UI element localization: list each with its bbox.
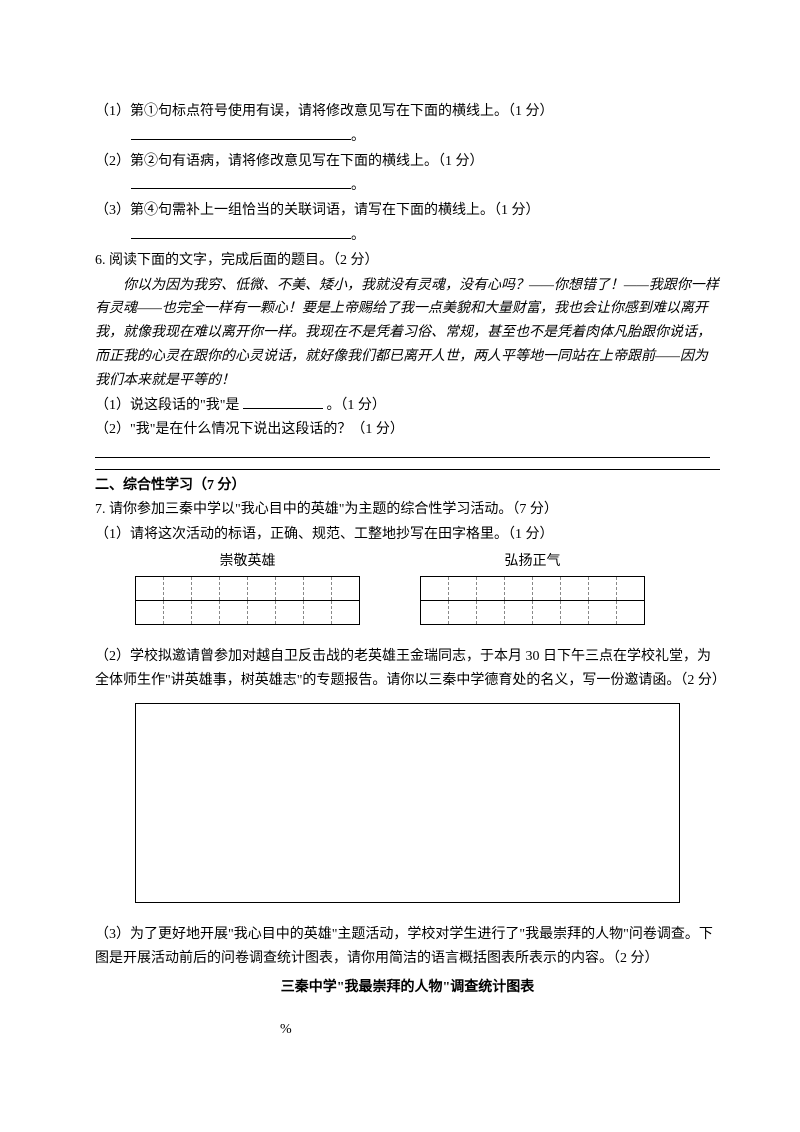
q7-invitation-box[interactable] (135, 703, 680, 903)
q7-percent-label: % (280, 1018, 720, 1042)
section-2-title: 二、综合性学习（7 分） (95, 474, 720, 498)
q7-chart-title: 三秦中学"我最崇拜的人物"调查统计图表 (95, 976, 720, 1000)
q5-sub2: （2）第②句有语病，请将修改意见写在下面的横线上。（1 分） (95, 150, 720, 174)
q5-sub1: （1）第①句标点符号使用有误，请将修改意见写在下面的横线上。（1 分） (95, 100, 720, 124)
q7-sub3: （3）为了更好地开展"我心目中的英雄"主题活动，学校对学生进行了"我最崇拜的人物… (95, 923, 720, 971)
tian-grid-a-label: 崇敬英雄 (220, 550, 276, 574)
tian-grids-container: 崇敬英雄 弘扬正气 (135, 550, 720, 625)
tian-grid-a: 崇敬英雄 (135, 550, 360, 625)
tian-grid-b: 弘扬正气 (420, 550, 645, 625)
q6-passage: 你以为因为我穷、低微、不美、矮小，我就没有灵魂，没有心吗？——你想错了！——我跟… (95, 274, 720, 393)
tian-grid-a-table[interactable] (135, 576, 360, 625)
q5-sub1-answer[interactable]: 。 (95, 125, 720, 149)
tian-grid-b-label: 弘扬正气 (505, 550, 561, 574)
q6-sub1: （1）说这段话的"我"是 。（1 分） (95, 394, 720, 418)
q6-sub1-blank[interactable] (243, 395, 323, 409)
q7-sub1: （1）请将这次活动的标语，正确、规范、工整地抄写在田字格里。（1 分） (95, 523, 720, 547)
q6-stem: 6. 阅读下面的文字，完成后面的题目。（2 分） (95, 249, 720, 273)
q6-sub1-pre: （1）说这段话的"我"是 (95, 398, 243, 413)
q6-sub1-post: 。（1 分） (326, 398, 386, 413)
period-2: 。 (351, 178, 365, 193)
q6-sub2-answer[interactable] (95, 443, 720, 467)
period-3: 。 (351, 228, 365, 243)
section-divider (95, 469, 720, 470)
q5-sub3-answer[interactable]: 。 (95, 224, 720, 248)
tian-grid-b-table[interactable] (420, 576, 645, 625)
period-1: 。 (351, 129, 365, 144)
q5-sub2-answer[interactable]: 。 (95, 174, 720, 198)
q5-sub3: （3）第④句需补上一组恰当的关联词语，请写在下面的横线上。（1 分） (95, 199, 720, 223)
q6-sub2: （2）"我"是在什么情况下说出这段话的？（1 分） (95, 418, 720, 442)
q7-sub2: （2）学校拟邀请曾参加对越自卫反击战的老英雄王金瑞同志，于本月 30 日下午三点… (95, 645, 720, 693)
q7-stem: 7. 请你参加三秦中学以"我心目中的英雄"为主题的综合性学习活动。（7 分） (95, 498, 720, 522)
